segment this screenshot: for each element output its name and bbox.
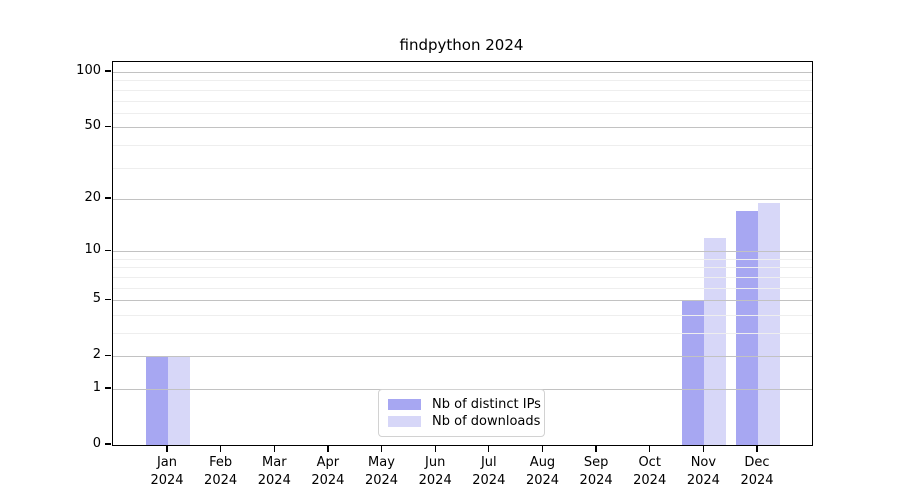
minor-gridline — [113, 167, 812, 169]
minor-gridline — [113, 258, 812, 260]
x-tick-label-apr: Apr 2024 — [311, 455, 345, 488]
x-tick-mark — [327, 446, 329, 452]
x-tick-mark — [273, 446, 275, 452]
legend-label-downloads: Nb of downloads — [432, 413, 541, 429]
x-tick-label-may: May 2024 — [364, 455, 399, 488]
x-tick-mark — [380, 446, 383, 452]
x-tick-label-feb: Feb 2024 — [204, 455, 238, 488]
x-tick-mark — [434, 446, 436, 452]
y-tick-label: 20 — [84, 189, 101, 205]
minor-gridline — [113, 89, 812, 91]
x-tick-label-nov: Nov 2024 — [686, 455, 720, 488]
x-tick-label-dec: Dec 2024 — [740, 455, 774, 488]
y-tick-label: 0 — [92, 436, 101, 451]
major-gridline — [113, 356, 812, 358]
x-tick-mark — [595, 446, 597, 452]
x-tick-label-oct: Oct 2024 — [633, 455, 667, 488]
minor-gridline — [113, 314, 812, 316]
x-tick-label-jun: Jun 2024 — [418, 455, 452, 488]
legend-label-distinct-ips: Nb of distinct IPs — [432, 396, 541, 412]
legend: Nb of distinct IPs Nb of downloads — [378, 389, 545, 437]
major-gridline — [113, 127, 812, 129]
x-tick-label-aug: Aug 2024 — [525, 455, 560, 488]
chart-title: findpython 2024 — [399, 36, 524, 54]
minor-gridline — [113, 267, 812, 269]
y-tick-label: 50 — [84, 118, 101, 134]
y-tick-mark — [105, 354, 111, 356]
x-tick-label-sep: Sep 2024 — [579, 455, 613, 488]
minor-gridline — [113, 333, 812, 334]
major-gridline — [113, 251, 812, 253]
y-tick-mark — [105, 125, 111, 127]
legend-swatch-downloads — [388, 416, 421, 427]
minor-gridline — [113, 276, 812, 278]
y-tick-mark — [105, 70, 111, 72]
legend-swatch-distinct-ips — [388, 399, 421, 410]
y-tick-label: 5 — [92, 291, 101, 307]
x-tick-mark — [702, 446, 705, 452]
x-tick-label-mar: Mar 2024 — [257, 455, 291, 488]
y-tick-label: 100 — [76, 63, 101, 78]
bar-distinct-ips-jan — [146, 356, 168, 445]
bar-downloads-dec — [758, 202, 780, 445]
y-tick-mark — [105, 249, 111, 251]
major-gridline — [113, 300, 812, 302]
bar-downloads-jan — [168, 356, 190, 445]
x-tick-mark — [166, 446, 168, 452]
minor-gridline — [113, 112, 812, 114]
minor-gridline — [113, 100, 812, 102]
x-tick-label-jul: Jul 2024 — [472, 455, 506, 488]
x-tick-mark — [756, 446, 758, 452]
y-tick-mark — [105, 443, 111, 445]
x-tick-mark — [541, 446, 544, 452]
y-tick-mark — [105, 387, 111, 389]
legend-item-downloads: Nb of downloads — [388, 414, 540, 430]
minor-gridline — [113, 144, 812, 146]
x-tick-mark — [219, 446, 222, 452]
x-tick-mark — [488, 446, 490, 452]
x-tick-mark — [649, 446, 651, 452]
bar-distinct-ips-dec — [736, 211, 758, 445]
minor-gridline — [113, 80, 812, 82]
major-gridline — [113, 72, 812, 73]
y-tick-label: 2 — [92, 347, 101, 363]
y-tick-mark — [105, 197, 111, 199]
y-tick-label: 1 — [92, 380, 101, 395]
y-tick-label: 10 — [84, 242, 101, 258]
minor-gridline — [113, 287, 812, 289]
bar-distinct-ips-nov — [682, 300, 705, 445]
legend-item-distinct-ips: Nb of distinct IPs — [388, 397, 541, 413]
major-gridline — [113, 198, 812, 200]
plot-area — [112, 61, 813, 446]
y-tick-mark — [105, 298, 111, 300]
x-tick-label-jan: Jan 2024 — [150, 455, 184, 488]
bar-downloads-nov — [704, 237, 727, 445]
